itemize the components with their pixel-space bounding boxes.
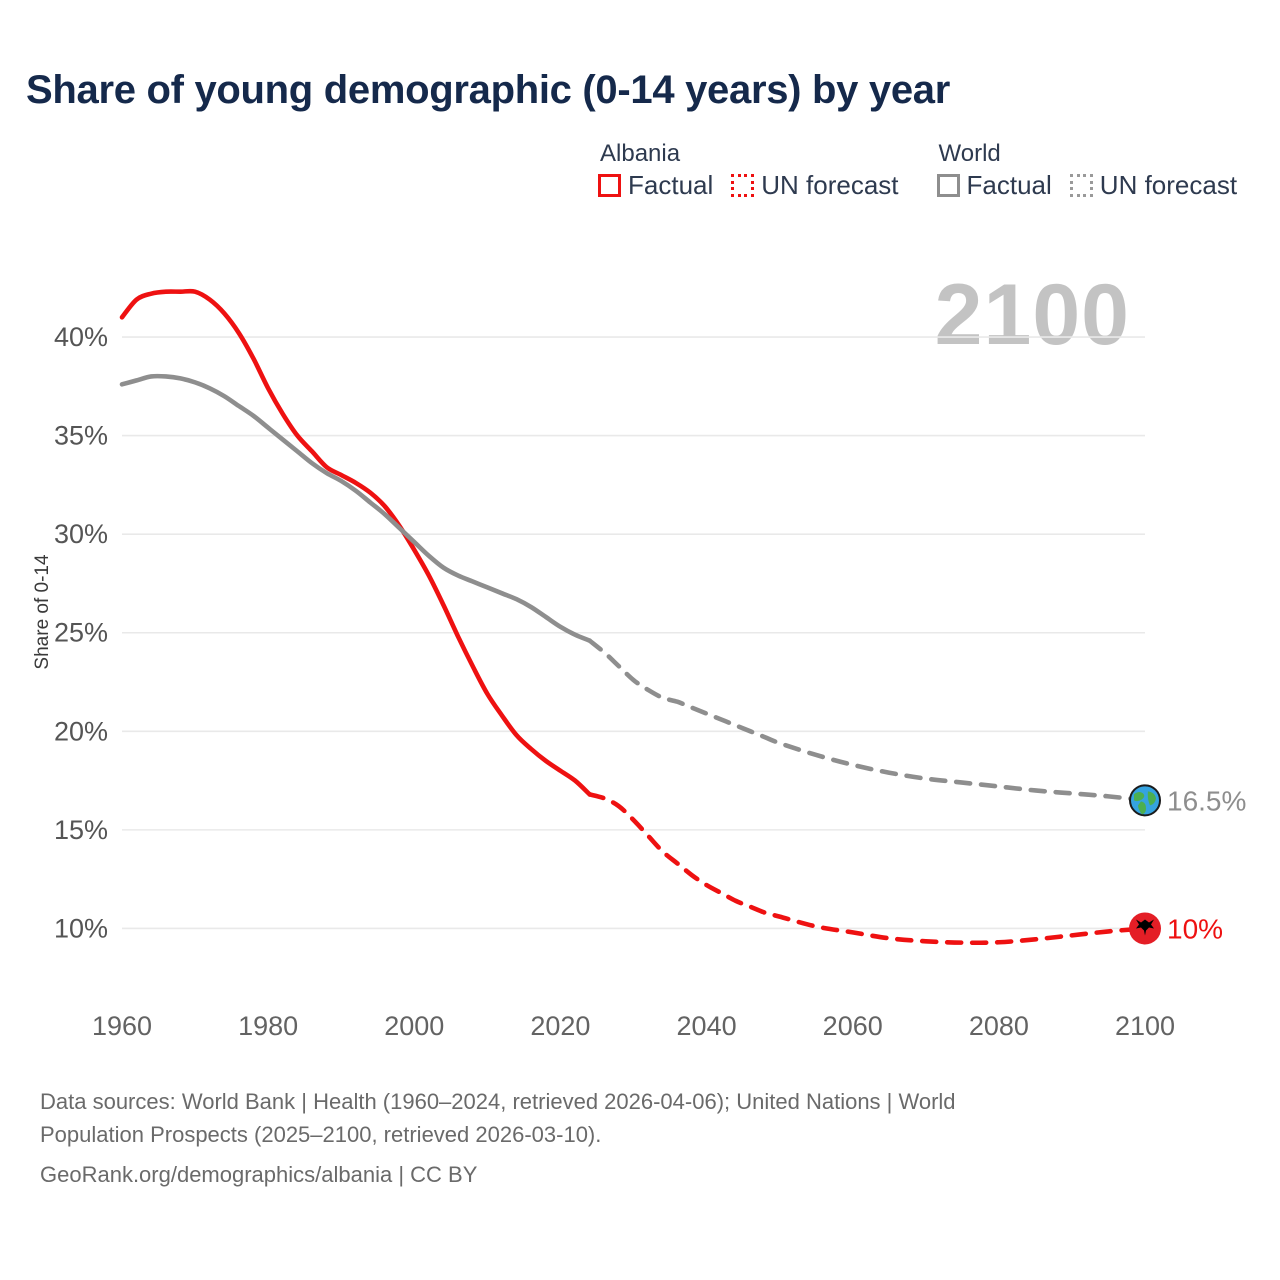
series-line-albania-forecast	[587, 792, 1148, 946]
x-axis-tick-2000: 2000	[384, 1011, 444, 1041]
legend-label-albania-factual: Factual	[628, 170, 714, 200]
y-axis-tick-30%: 30%	[54, 519, 108, 549]
endpoint-marker-world	[1129, 784, 1161, 817]
legend-label-world-forecast: UN forecast	[1099, 170, 1238, 200]
footer-line-1: Data sources: World Bank | Health (1960–…	[40, 1089, 956, 1114]
legend-item-albania-factual[interactable]: Factual	[598, 172, 713, 198]
legend-group-albania: Albania Factual UN forecast	[598, 142, 899, 198]
endpoint-marker-albania	[1129, 912, 1161, 945]
series-line-world-factual	[119, 373, 592, 643]
year-watermark: 2100	[934, 267, 1130, 363]
legend-swatch-solid-gray-icon	[936, 173, 960, 197]
y-axis-tick-20%: 20%	[54, 716, 108, 746]
chart-footer: Data sources: World Bank | Health (1960–…	[40, 1086, 1220, 1192]
legend-swatch-dotted-gray-icon	[1069, 173, 1093, 197]
footer-line-3[interactable]: GeoRank.org/demographics/albania | CC BY	[40, 1162, 478, 1188]
legend-group-title-albania: Albania	[600, 140, 681, 167]
series-line-world-forecast	[587, 638, 1148, 803]
endpoint-label-albania: 10%	[1167, 913, 1223, 944]
legend-item-world-forecast[interactable]: UN forecast	[1069, 170, 1238, 200]
legend-item-world-factual[interactable]: Factual	[936, 170, 1052, 200]
y-axis-tick-10%: 10%	[54, 913, 108, 943]
albania-eagle-icon	[1136, 919, 1154, 936]
chart-legend: Albania Factual UN forecast World Factua…	[598, 142, 1237, 198]
x-axis-tick-2080: 2080	[969, 1011, 1029, 1041]
y-axis-title: Share of 0-14	[32, 554, 53, 670]
series-line-albania-factual	[119, 288, 592, 797]
legend-item-albania-forecast[interactable]: UN forecast	[731, 170, 899, 200]
x-axis-tick-2100: 2100	[1115, 1011, 1175, 1041]
legend-label-world-factual: Factual	[966, 170, 1052, 200]
endpoint-label-world: 16.5%	[1167, 785, 1246, 816]
footer-line-2: Population Prospects (2025–2100, retriev…	[40, 1121, 602, 1147]
chart-plot-area: 10% 15% 20% 25% 30% 35% 40% 1960 1980 2000 2020 204…	[32, 288, 1246, 1041]
x-axis-tick-2020: 2020	[530, 1011, 590, 1041]
legend-group-title-world: World	[938, 140, 1001, 167]
y-axis-tick-25%: 25%	[54, 618, 108, 648]
x-axis-tick-2040: 2040	[677, 1011, 737, 1041]
x-axis-tick-1960: 1960	[92, 1011, 152, 1041]
legend-swatch-solid-red-icon	[598, 173, 621, 197]
x-axis-tick-2060: 2060	[823, 1011, 883, 1041]
globe-landmass-icon	[1134, 791, 1156, 815]
page-title: Share of young demographic (0-14 years) …	[26, 68, 950, 112]
legend-swatch-dotted-red-icon	[731, 173, 755, 197]
legend-group-world: World Factual UN forecast	[936, 140, 1238, 200]
y-axis-tick-40%: 40%	[54, 322, 108, 352]
legend-label-albania-forecast: UN forecast	[761, 170, 899, 200]
y-axis-tick-15%: 15%	[54, 815, 108, 845]
x-axis-tick-1980: 1980	[238, 1011, 298, 1041]
y-axis-tick-35%: 35%	[54, 421, 108, 451]
